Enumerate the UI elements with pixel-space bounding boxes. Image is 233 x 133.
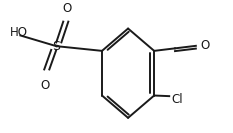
Text: S: S [52, 40, 60, 53]
Text: O: O [40, 80, 49, 92]
Text: O: O [200, 39, 210, 52]
Text: Cl: Cl [171, 93, 183, 106]
Text: HO: HO [10, 26, 28, 39]
Text: O: O [62, 2, 71, 15]
